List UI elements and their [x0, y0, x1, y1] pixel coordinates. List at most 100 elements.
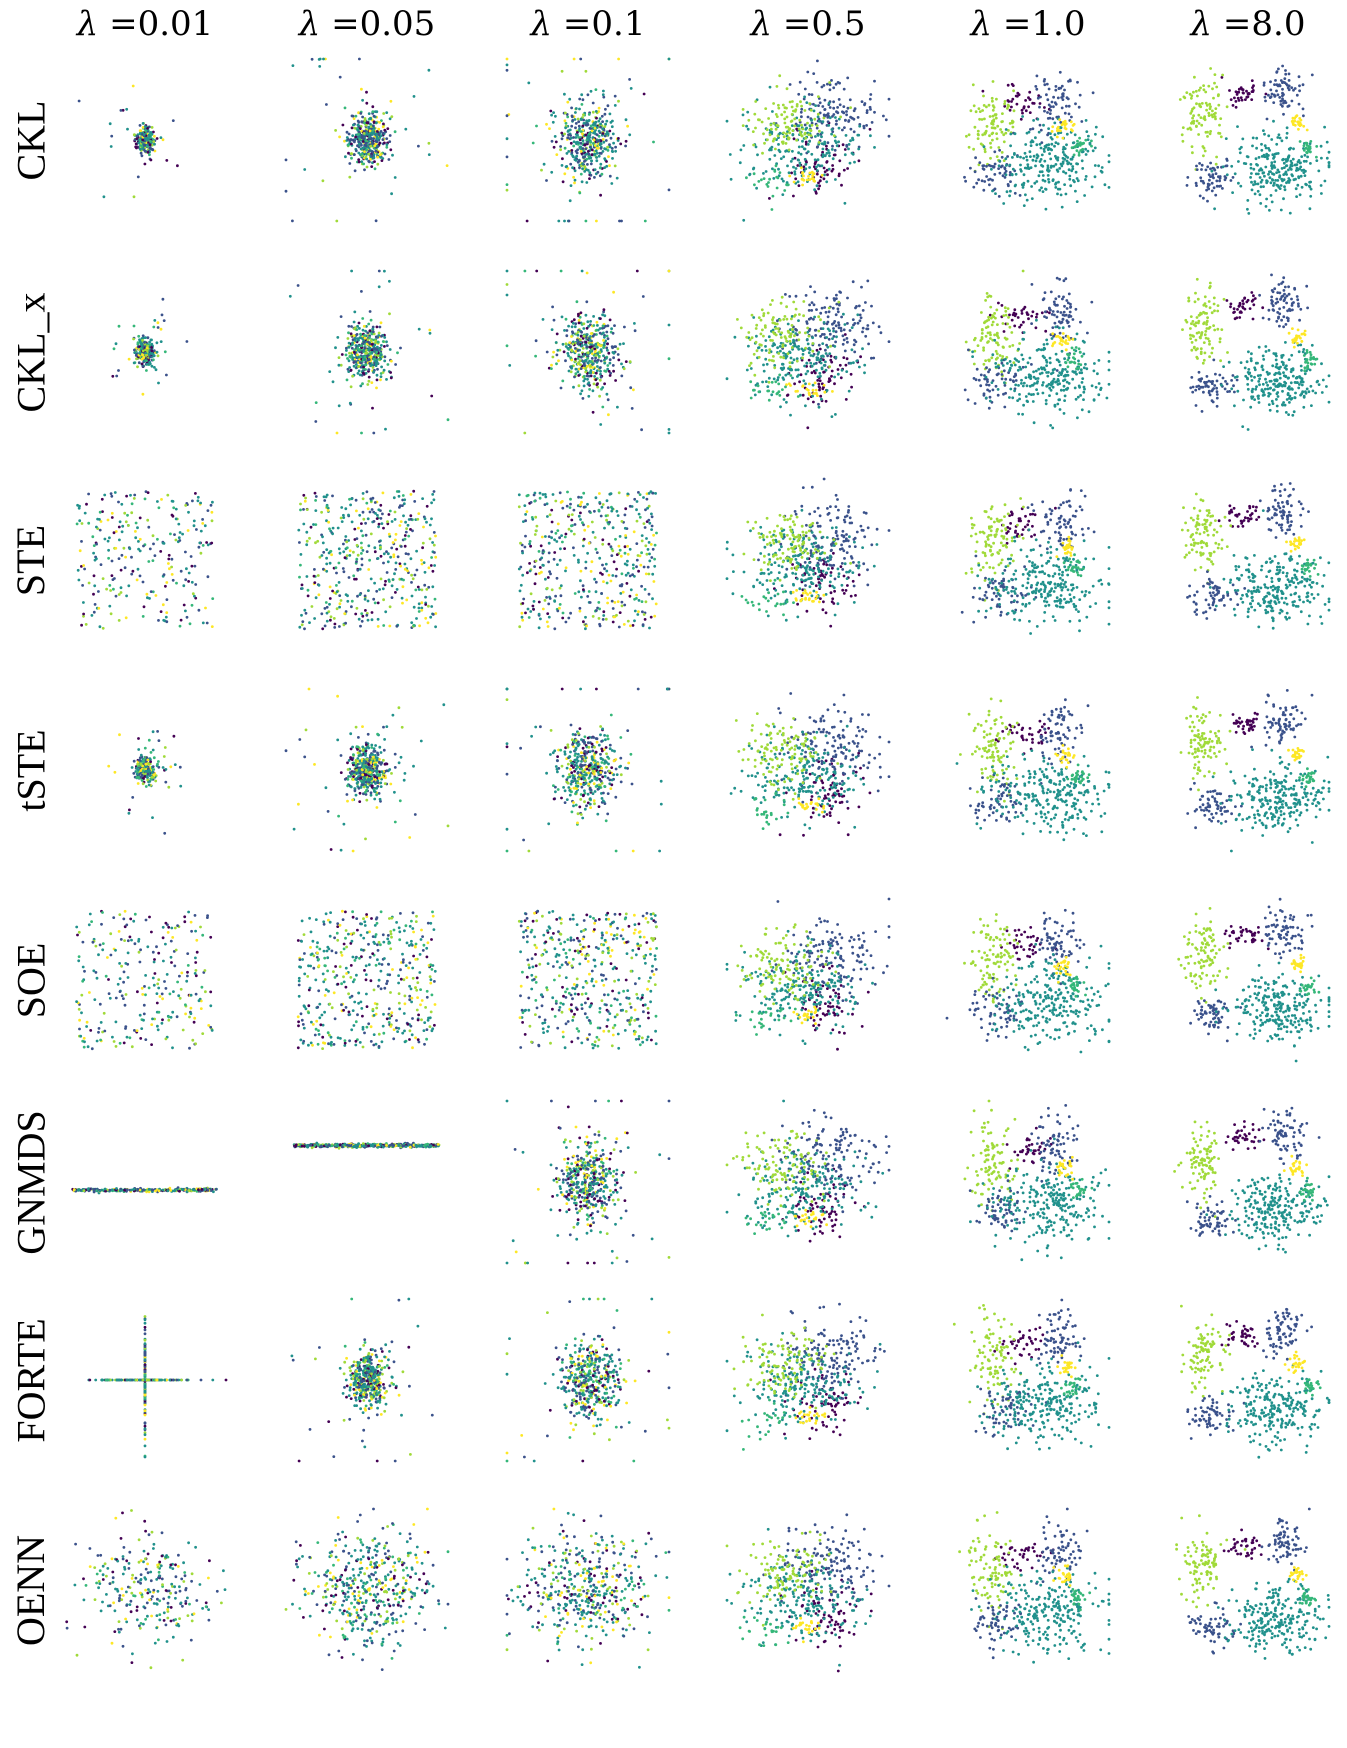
scatter-point [861, 309, 865, 312]
scatter-point [779, 349, 782, 353]
scatter-point [362, 162, 365, 166]
scatter-point [1272, 119, 1275, 123]
scatter-point [980, 332, 984, 335]
scatter-point [1048, 112, 1052, 115]
scatter-point [157, 381, 160, 385]
scatter-point [851, 318, 855, 321]
scatter-point [854, 306, 857, 310]
scatter-point [773, 168, 777, 172]
scatter-point [769, 123, 773, 127]
scatter-point [821, 387, 825, 391]
scatter-point [375, 121, 378, 124]
scatter-point [388, 117, 392, 121]
scatter-point [574, 122, 578, 125]
scatter-point [1279, 103, 1283, 106]
scatter-point [602, 95, 606, 99]
scatter-point [810, 123, 814, 127]
scatter-point [1294, 187, 1298, 191]
scatter-point [141, 138, 145, 142]
scatter-point [1035, 315, 1038, 319]
scatter-point [985, 378, 989, 381]
scatter-point [597, 343, 600, 347]
scatter-point [614, 145, 617, 149]
scatter-point [788, 174, 792, 178]
scatter-point [839, 376, 843, 380]
scatter-point [1298, 140, 1302, 143]
scatter-point [343, 106, 347, 110]
scatter-point [817, 163, 820, 167]
scatter-point [1260, 142, 1263, 146]
scatter-point [775, 123, 779, 127]
scatter-point [793, 117, 797, 121]
scatter-point [810, 121, 814, 125]
scatter-point [1046, 98, 1050, 102]
scatter-point [804, 140, 808, 144]
scatter-panel [725, 279, 891, 430]
scatter-point [725, 377, 729, 381]
scatter-point [998, 148, 1001, 152]
scatter-point [1256, 172, 1260, 176]
scatter-point [393, 130, 397, 134]
scatter-point [832, 100, 835, 104]
scatter-point [534, 339, 538, 343]
scatter-point [143, 162, 147, 166]
scatter-point [1065, 143, 1068, 147]
scatter-point [598, 117, 602, 120]
scatter-point [835, 293, 838, 297]
scatter-point [1308, 207, 1312, 211]
scatter-point [580, 180, 584, 184]
scatter-point [606, 149, 610, 152]
scatter-point [605, 160, 608, 163]
scatter-point [1190, 96, 1193, 100]
scatter-point [806, 143, 810, 146]
scatter-point [594, 88, 598, 91]
scatter-point [1053, 313, 1056, 317]
scatter-point [1054, 141, 1058, 144]
scatter-point [793, 110, 797, 113]
scatter-point [1299, 161, 1302, 165]
scatter-point [577, 374, 581, 377]
scatter-point [620, 362, 623, 366]
scatter-point [978, 110, 982, 113]
scatter-point [1315, 145, 1319, 148]
scatter-point [844, 363, 848, 367]
scatter-point [555, 362, 558, 366]
scatter-point [977, 163, 981, 167]
scatter-point [1306, 155, 1309, 159]
scatter-point [1054, 163, 1058, 166]
scatter-point [1046, 164, 1050, 168]
scatter-point [971, 355, 974, 358]
scatter-point [586, 357, 590, 360]
scatter-point [597, 106, 601, 110]
scatter-point [858, 319, 862, 323]
scatter-point [1029, 144, 1033, 147]
scatter-point [766, 138, 769, 142]
scatter-point [778, 373, 782, 377]
scatter-point [1254, 182, 1257, 186]
scatter-point [386, 363, 390, 366]
scatter-point [1039, 95, 1042, 99]
scatter-point [817, 181, 820, 185]
scatter-point [585, 119, 588, 123]
scatter-point [823, 142, 827, 146]
scatter-point [1010, 82, 1014, 86]
scatter-point [764, 357, 768, 361]
scatter-point [817, 95, 820, 98]
scatter-point [1256, 189, 1260, 193]
scatter-point [138, 124, 142, 127]
scatter-point [1062, 279, 1066, 283]
scatter-point [832, 134, 836, 137]
scatter-point [795, 359, 799, 363]
scatter-point [770, 380, 774, 384]
scatter-point [1210, 189, 1214, 193]
scatter-point [1280, 167, 1284, 170]
scatter-point [803, 95, 806, 99]
scatter-point [1052, 300, 1056, 304]
scatter-point [1295, 195, 1298, 199]
scatter-point [797, 92, 801, 96]
scatter-point [667, 428, 671, 431]
scatter-point [856, 321, 860, 325]
scatter-point [976, 137, 980, 140]
scatter-point [381, 371, 385, 374]
scatter-point [667, 188, 671, 192]
